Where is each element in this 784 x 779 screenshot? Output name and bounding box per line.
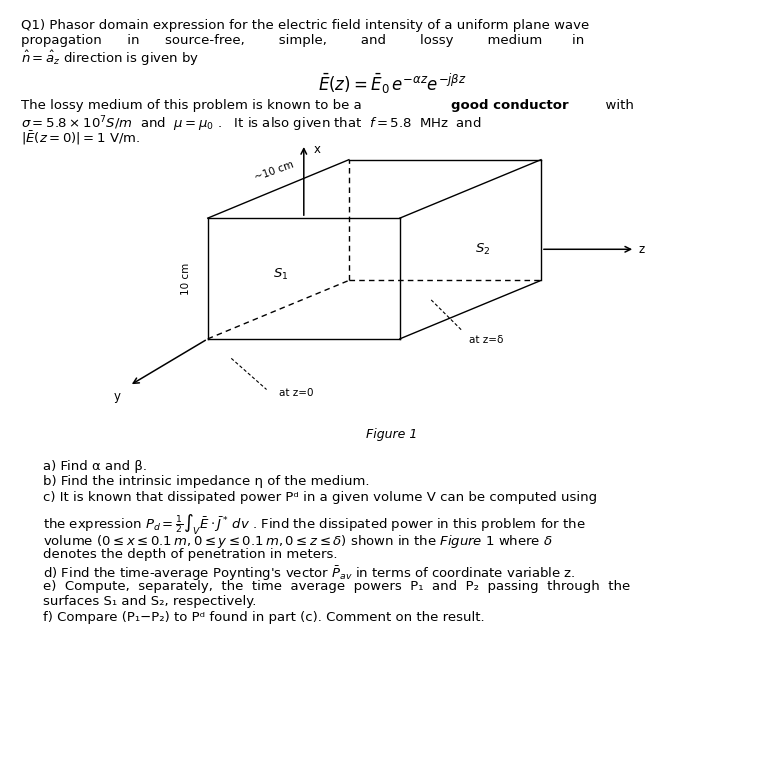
Text: at z=δ: at z=δ bbox=[469, 335, 503, 345]
Text: $\hat{n} = \hat{a}_z$ direction is given by: $\hat{n} = \hat{a}_z$ direction is given… bbox=[21, 49, 199, 69]
Text: propagation      in      source-free,        simple,        and        lossy    : propagation in source-free, simple, and … bbox=[21, 33, 584, 47]
Text: z: z bbox=[639, 243, 645, 256]
Text: y: y bbox=[114, 390, 121, 403]
Text: d) Find the time-average Poynting's vector $\bar{P}_{av}$ in terms of coordinate: d) Find the time-average Poynting's vect… bbox=[43, 564, 575, 583]
Text: c) It is known that dissipated power Pᵈ in a given volume V can be computed usin: c) It is known that dissipated power Pᵈ … bbox=[43, 491, 597, 504]
Text: 10 cm: 10 cm bbox=[181, 263, 191, 294]
Text: with: with bbox=[597, 99, 634, 112]
Text: good conductor: good conductor bbox=[451, 99, 568, 112]
Text: $S_2$: $S_2$ bbox=[474, 241, 490, 257]
Text: $\bar{E}(z) = \bar{E}_0\,e^{-\alpha z}e^{-j\beta z}$: $\bar{E}(z) = \bar{E}_0\,e^{-\alpha z}e^… bbox=[318, 72, 466, 96]
Text: at z=0: at z=0 bbox=[278, 388, 314, 398]
Text: the expression $P_d = \frac{1}{2}\int_V \bar{E} \cdot \bar{J}^* \, dv$ . Find th: the expression $P_d = \frac{1}{2}\int_V … bbox=[43, 512, 586, 537]
Text: ~10 cm: ~10 cm bbox=[253, 159, 296, 183]
Text: denotes the depth of penetration in meters.: denotes the depth of penetration in mete… bbox=[43, 548, 338, 562]
Text: Figure 1: Figure 1 bbox=[366, 428, 418, 442]
Text: $S_1$: $S_1$ bbox=[273, 267, 288, 282]
Text: surfaces S₁ and S₂, respectively.: surfaces S₁ and S₂, respectively. bbox=[43, 595, 256, 608]
Text: e)  Compute,  separately,  the  time  average  powers  P₁  and  P₂  passing  thr: e) Compute, separately, the time average… bbox=[43, 580, 630, 593]
Text: The lossy medium of this problem is known to be a: The lossy medium of this problem is know… bbox=[21, 99, 370, 112]
Text: Q1) Phasor domain expression for the electric field intensity of a uniform plane: Q1) Phasor domain expression for the ele… bbox=[21, 19, 590, 32]
Text: $|\bar{E}(z = 0)| = 1$ V/m.: $|\bar{E}(z = 0)| = 1$ V/m. bbox=[21, 129, 140, 147]
Text: x: x bbox=[314, 143, 320, 156]
Text: a) Find α and β.: a) Find α and β. bbox=[43, 460, 147, 473]
Text: $\sigma = 5.8 \times 10^7 S/m$  and  $\mu = \mu_0$ .   It is also given that  $f: $\sigma = 5.8 \times 10^7 S/m$ and $\mu … bbox=[21, 115, 482, 134]
Text: f) Compare (P₁−P₂) to Pᵈ found in part (c). Comment on the result.: f) Compare (P₁−P₂) to Pᵈ found in part (… bbox=[43, 611, 485, 624]
Text: volume $(0 \leq x \leq 0.1\,m, 0 \leq y \leq 0.1\,m, 0 \leq z \leq \delta)$ show: volume $(0 \leq x \leq 0.1\,m, 0 \leq y … bbox=[43, 533, 553, 550]
Text: b) Find the intrinsic impedance η of the medium.: b) Find the intrinsic impedance η of the… bbox=[43, 475, 369, 488]
